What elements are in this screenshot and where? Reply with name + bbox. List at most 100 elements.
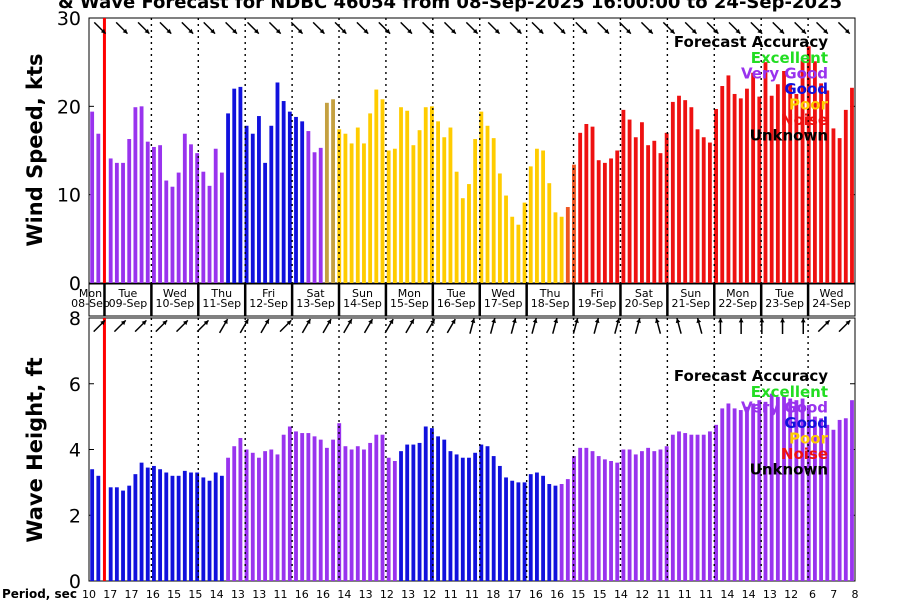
y-tick-label: 6: [69, 374, 81, 396]
day-date-label: 22-Sep: [718, 297, 757, 310]
direction-arrow: [759, 318, 765, 334]
bar: [90, 111, 95, 283]
period-value: 11: [657, 588, 671, 600]
y-tick-label: 4: [69, 440, 81, 462]
bar: [257, 457, 261, 581]
bar: [615, 150, 620, 283]
bar: [127, 139, 132, 283]
bar: [565, 479, 570, 581]
direction-arrow: [684, 21, 698, 35]
direction-arrow: [815, 21, 829, 35]
direction-arrow: [322, 318, 332, 334]
bar: [263, 162, 268, 283]
chart-title: & Wave Forecast for NDBC 46054 from 08-S…: [58, 0, 842, 13]
bar: [609, 158, 613, 283]
bar: [448, 127, 453, 284]
bar: [164, 472, 169, 581]
bar: [726, 403, 731, 581]
bar: [312, 436, 317, 581]
bar: [775, 84, 780, 283]
day-date-label: 16-Sep: [437, 297, 476, 310]
period-value: 15: [167, 588, 181, 600]
direction-arrow: [780, 318, 785, 334]
direction-arrow: [750, 21, 763, 35]
bar: [219, 475, 224, 581]
bar: [837, 138, 842, 283]
direction-arrow: [301, 318, 312, 334]
bar: [170, 186, 175, 283]
legend-item: Noise: [781, 111, 828, 129]
legend-item: Very Good: [741, 65, 828, 83]
direction-arrow: [93, 21, 107, 35]
period-value: 10: [82, 588, 96, 600]
bar: [287, 426, 292, 581]
day-date-label: 14-Sep: [343, 297, 382, 310]
bar: [405, 110, 410, 283]
direction-arrow: [837, 21, 851, 35]
period-value: 14: [337, 588, 351, 600]
bar: [819, 418, 824, 581]
bar: [399, 451, 403, 581]
bar: [294, 116, 298, 283]
bar: [448, 451, 453, 581]
legend-item: Noise: [781, 445, 828, 463]
bar: [800, 398, 805, 581]
bar: [578, 132, 583, 283]
bar: [473, 452, 478, 581]
bar: [745, 406, 749, 581]
bar: [621, 449, 626, 581]
bar: [535, 148, 539, 283]
period-value: 13: [401, 588, 415, 600]
direction-arrow: [572, 318, 579, 334]
period-value: 16: [550, 588, 564, 600]
direction-arrow: [531, 21, 544, 35]
day-label-strip: Mon08-SepTue09-SepWed10-SepThu11-SepFri1…: [71, 283, 856, 317]
bar: [633, 454, 638, 581]
bar: [195, 472, 200, 581]
bar: [108, 158, 113, 283]
day-date-label: 19-Sep: [578, 297, 617, 310]
direction-arrow: [93, 319, 106, 333]
day-date-label: 15-Sep: [390, 297, 429, 310]
period-value: 12: [380, 588, 394, 600]
bar: [244, 449, 249, 581]
bar: [794, 93, 799, 283]
bar: [485, 446, 490, 581]
bar: [769, 95, 774, 283]
bar: [207, 480, 212, 581]
day-name-label: Wed: [163, 287, 187, 300]
direction-arrow: [696, 318, 703, 334]
period-values: 10 17 17 16 15 15 14 13 13 11 16 16 14 13 12 13 12 11 11 18…: [82, 588, 859, 600]
bar: [775, 396, 780, 581]
bar: [497, 173, 502, 283]
bar: [664, 446, 669, 581]
bar: [368, 113, 373, 284]
period-value: 14: [210, 588, 224, 600]
direction-arrow: [196, 319, 210, 333]
legend-item: Good: [784, 80, 828, 98]
bar: [812, 416, 817, 581]
bar: [535, 472, 539, 581]
bar: [825, 424, 830, 581]
direction-arrow: [487, 21, 501, 35]
bar: [318, 439, 323, 581]
bar: [287, 111, 292, 283]
day-date-label: 13-Sep: [296, 297, 335, 310]
period-value: 13: [231, 588, 245, 600]
bar: [732, 408, 737, 581]
bar: [139, 106, 144, 283]
y-tick-label: 30: [57, 8, 81, 30]
bar: [745, 88, 749, 284]
bar: [436, 436, 441, 581]
direction-arrow: [400, 21, 413, 35]
bar: [609, 461, 613, 581]
bar: [763, 401, 768, 581]
bar: [96, 475, 101, 581]
bar: [213, 148, 218, 283]
direction-arrow: [794, 21, 807, 35]
period-value: 11: [678, 588, 692, 600]
bar: [467, 457, 471, 581]
direction-arrow: [425, 318, 436, 334]
bar: [602, 459, 607, 581]
